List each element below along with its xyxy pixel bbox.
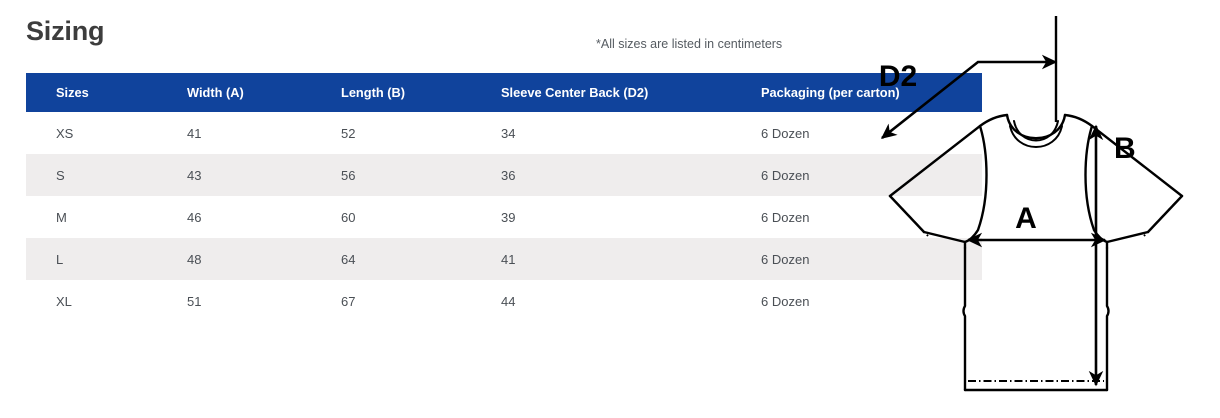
cell-packaging: 6 Dozen <box>761 167 810 183</box>
cell-size: S <box>56 167 65 183</box>
cell-packaging: 6 Dozen <box>761 209 810 225</box>
cell-length: 56 <box>341 167 356 183</box>
column-header-packaging: Packaging (per carton) <box>761 85 900 100</box>
table-header-row: Sizes Width (A) Length (B) Sleeve Center… <box>26 73 982 112</box>
cell-length: 67 <box>341 293 356 309</box>
cell-size: XL <box>56 293 72 309</box>
sizing-table-panel: Sizing *All sizes are listed in centimet… <box>26 16 982 309</box>
cell-length: 60 <box>341 209 356 225</box>
column-header-length: Length (B) <box>341 85 405 100</box>
cell-size: XS <box>56 125 74 141</box>
cell-width: 51 <box>187 293 202 309</box>
cell-sleeve: 34 <box>501 125 516 141</box>
shirt-body-outline <box>888 113 1184 392</box>
shirt-diagram-panel: D2 A B <box>860 0 1220 418</box>
column-header-width: Width (A) <box>187 85 244 100</box>
column-header-sleeve: Sleeve Center Back (D2) <box>501 85 649 100</box>
column-header-sizes: Sizes <box>56 85 89 100</box>
table-header: Sizes Width (A) Length (B) Sleeve Center… <box>26 73 982 112</box>
table-row: S 43 56 36 6 Dozen <box>26 154 982 196</box>
cell-length: 52 <box>341 125 356 141</box>
cell-sleeve: 39 <box>501 209 516 225</box>
dimension-label-a: A <box>1015 202 1037 235</box>
right-sleeve-hem-stitch <box>1143 201 1177 237</box>
cell-packaging: 6 Dozen <box>761 251 810 267</box>
cell-size: L <box>56 251 64 267</box>
tshirt-diagram-icon: D2 A B <box>879 16 1184 392</box>
measure-line-d2 <box>880 54 1058 140</box>
cell-sleeve: 36 <box>501 167 516 183</box>
table-row: XL 51 67 44 6 Dozen <box>26 280 982 322</box>
page-title: Sizing <box>26 16 105 46</box>
table-row: L 48 64 41 6 Dozen <box>26 238 982 280</box>
cell-packaging: 6 Dozen <box>761 125 810 141</box>
cell-width: 41 <box>187 125 202 141</box>
table-row: XS 41 52 34 6 Dozen <box>26 112 982 154</box>
units-note: *All sizes are listed in centimeters <box>596 37 783 51</box>
sizing-table: Sizes Width (A) Length (B) Sleeve Center… <box>26 73 982 322</box>
cell-sleeve: 41 <box>501 251 516 267</box>
cell-width: 43 <box>187 167 202 183</box>
table-body: XS 41 52 34 6 Dozen S 43 56 36 6 Dozen M… <box>26 112 982 322</box>
cell-width: 48 <box>187 251 202 267</box>
cell-width: 46 <box>187 209 202 225</box>
cell-length: 64 <box>341 251 356 267</box>
cell-packaging: 6 Dozen <box>761 293 810 309</box>
table-row: M 46 60 39 6 Dozen <box>26 196 982 238</box>
dimension-label-b: B <box>1114 132 1136 165</box>
cell-size: M <box>56 209 67 225</box>
left-sleeve-hem-stitch <box>895 201 929 237</box>
cell-sleeve: 44 <box>501 293 516 309</box>
dimension-label-d2: D2 <box>879 60 917 93</box>
